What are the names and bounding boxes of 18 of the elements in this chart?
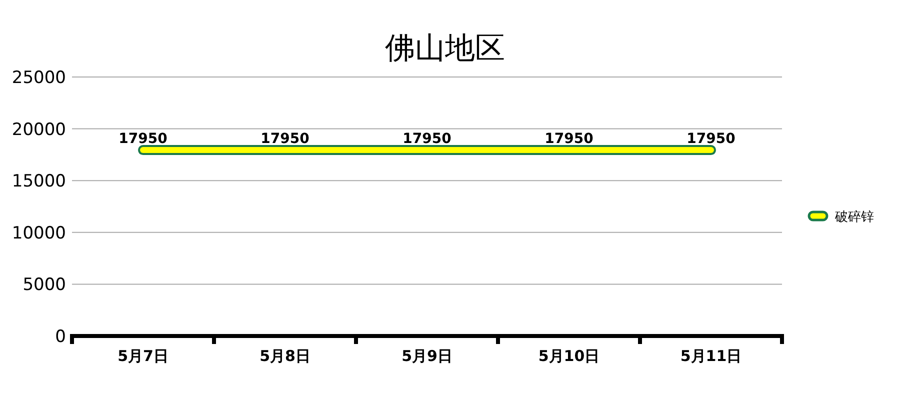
y-tick-label: 0 [55, 327, 66, 347]
data-label: 17950 [686, 131, 736, 148]
data-label: 17950 [544, 131, 594, 148]
y-tick-label: 10000 [12, 223, 66, 244]
chart-title: 佛山地区 [385, 31, 505, 66]
y-tick-label: 20000 [12, 120, 66, 140]
data-label: 17950 [118, 131, 168, 148]
x-tick-label: 5月11日 [680, 347, 742, 365]
x-tick-label: 5月9日 [402, 347, 452, 365]
data-label: 17950 [260, 131, 310, 148]
y-tick-label: 5000 [22, 275, 66, 296]
x-tick-label: 5月8日 [260, 347, 310, 365]
y-tick-label: 25000 [12, 68, 66, 88]
y-tick-label: 15000 [12, 172, 66, 192]
x-tick-label: 5月10日 [538, 347, 600, 365]
data-label: 17950 [402, 131, 452, 148]
legend-label: 破碎锌 [834, 210, 874, 225]
x-tick-label: 5月7日 [118, 347, 168, 365]
